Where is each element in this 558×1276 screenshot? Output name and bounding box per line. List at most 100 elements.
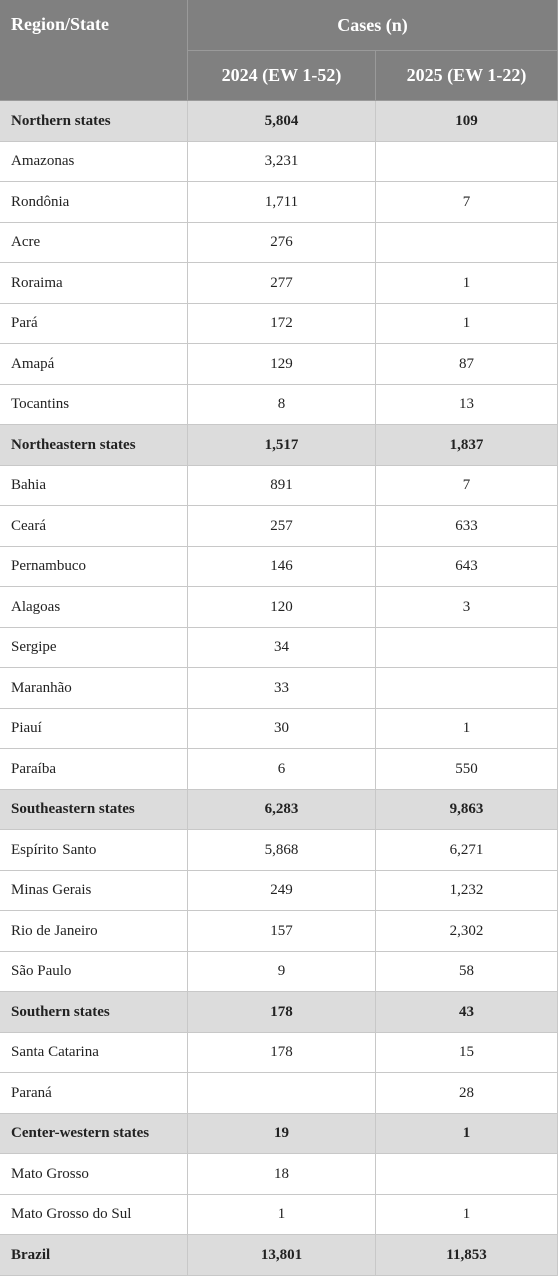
cell-text: Tocantins bbox=[11, 396, 70, 412]
cell-text: Mato Grosso bbox=[11, 1165, 89, 1182]
cell-text: Brazil bbox=[11, 1246, 51, 1263]
cell-text: Rio de Janeiro bbox=[11, 922, 98, 939]
cell-text: 178 bbox=[270, 1044, 293, 1060]
cell-text: 58 bbox=[459, 963, 474, 979]
table-cell: 276 bbox=[188, 223, 376, 263]
cell-text: 550 bbox=[455, 760, 478, 777]
table-cell: 7 bbox=[376, 182, 558, 223]
cell-text: Sergipe bbox=[11, 639, 57, 655]
summary-cell: Brazil bbox=[0, 1235, 188, 1276]
table-cell: 257 bbox=[188, 506, 376, 547]
cell-text: 1 bbox=[462, 315, 471, 331]
cell-text: 6,271 bbox=[449, 841, 484, 858]
table-cell: Sergipe bbox=[0, 628, 188, 668]
table-cell: 8 bbox=[188, 385, 376, 425]
cell-text: 87 bbox=[459, 355, 474, 372]
cell-text: 1 bbox=[277, 1206, 286, 1222]
cell-text: 8 bbox=[277, 396, 286, 412]
table-cell: 6 bbox=[188, 749, 376, 790]
table-cell: 2,302 bbox=[376, 911, 558, 952]
cell-text: 15 bbox=[459, 1044, 474, 1060]
table-cell: Tocantins bbox=[0, 385, 188, 425]
cell-text: 643 bbox=[455, 558, 478, 574]
table-cell: 891 bbox=[188, 466, 376, 506]
cell-text: 9 bbox=[277, 963, 286, 979]
cell-text: Santa Catarina bbox=[11, 1044, 99, 1060]
cell-text: 120 bbox=[270, 598, 293, 615]
table-cell: Mato Grosso do Sul bbox=[0, 1195, 188, 1235]
cell-text: Bahia bbox=[11, 477, 46, 493]
table-cell: 120 bbox=[188, 587, 376, 628]
cell-text: 276 bbox=[270, 234, 293, 250]
summary-cell: 43 bbox=[376, 992, 558, 1033]
table-cell: Paraná bbox=[0, 1073, 188, 1114]
table-cell bbox=[376, 1154, 558, 1195]
cell-text: 146 bbox=[270, 558, 293, 574]
summary-cell: 13,801 bbox=[188, 1235, 376, 1276]
summary-cell: 1,517 bbox=[188, 425, 376, 466]
cell-text: 178 bbox=[270, 1003, 293, 1020]
table-cell bbox=[188, 1073, 376, 1114]
cell-text: 6 bbox=[277, 760, 286, 777]
cell-text: Amapá bbox=[11, 355, 55, 372]
table-cell: 1 bbox=[376, 1195, 558, 1235]
cell-text: Pernambuco bbox=[11, 558, 86, 574]
summary-cell: Southern states bbox=[0, 992, 188, 1033]
table-cell: Acre bbox=[0, 223, 188, 263]
cell-text: 7 bbox=[462, 477, 471, 493]
cell-text: 129 bbox=[270, 355, 293, 372]
table-cell: 129 bbox=[188, 344, 376, 385]
cell-text: 33 bbox=[274, 679, 289, 696]
table-cell: 643 bbox=[376, 547, 558, 587]
table-cell: 633 bbox=[376, 506, 558, 547]
table-cell: Piauí bbox=[0, 709, 188, 749]
cell-text: 172 bbox=[270, 315, 293, 331]
cell-text: Paraíba bbox=[11, 760, 56, 777]
table-cell: 178 bbox=[188, 1033, 376, 1073]
table-cell: Pernambuco bbox=[0, 547, 188, 587]
cell-text: 2025 (EW 1-22) bbox=[406, 65, 527, 85]
cell-text: 5,804 bbox=[264, 112, 299, 129]
cell-text: 11,853 bbox=[446, 1246, 487, 1263]
table-cell: 30 bbox=[188, 709, 376, 749]
summary-cell: 5,804 bbox=[188, 101, 376, 142]
summary-cell: Southeastern states bbox=[0, 790, 188, 830]
cell-text: 1,837 bbox=[449, 436, 484, 453]
table-cell: 3 bbox=[376, 587, 558, 628]
table-cell: 9 bbox=[188, 952, 376, 992]
cell-text: 1 bbox=[462, 720, 471, 736]
table-cell: 1,232 bbox=[376, 871, 558, 911]
table-cell: 3,231 bbox=[188, 142, 376, 182]
cell-text: 13,801 bbox=[260, 1246, 303, 1263]
cell-text: 13 bbox=[459, 396, 474, 412]
table-cell: Rio de Janeiro bbox=[0, 911, 188, 952]
cell-text: 1,232 bbox=[449, 882, 484, 898]
table-cell: Pará bbox=[0, 304, 188, 344]
table-cell: Mato Grosso bbox=[0, 1154, 188, 1195]
table-cell: Bahia bbox=[0, 466, 188, 506]
cell-text: 633 bbox=[455, 517, 478, 534]
cell-text: Region/State bbox=[11, 14, 109, 34]
cell-text: 109 bbox=[455, 112, 478, 129]
cell-text: 1,517 bbox=[264, 436, 299, 453]
table-cell: 15 bbox=[376, 1033, 558, 1073]
table-cell: 1 bbox=[376, 304, 558, 344]
cell-text: Center-western states bbox=[11, 1125, 150, 1141]
table-cell: 28 bbox=[376, 1073, 558, 1114]
cell-text: São Paulo bbox=[11, 963, 72, 979]
table-cell: São Paulo bbox=[0, 952, 188, 992]
table-cell bbox=[376, 668, 558, 709]
cell-text: 30 bbox=[274, 720, 289, 736]
table-cell: 5,868 bbox=[188, 830, 376, 871]
table-cell: 58 bbox=[376, 952, 558, 992]
table-cell: 172 bbox=[188, 304, 376, 344]
cell-text: Northeastern states bbox=[11, 436, 136, 453]
table-cell: 18 bbox=[188, 1154, 376, 1195]
cell-text: 2024 (EW 1-52) bbox=[221, 65, 342, 85]
cell-text: 2,302 bbox=[449, 922, 484, 939]
cell-text: 1 bbox=[462, 1206, 471, 1222]
cell-text: 19 bbox=[274, 1125, 289, 1141]
table-cell: 157 bbox=[188, 911, 376, 952]
summary-cell: 1 bbox=[376, 1114, 558, 1154]
summary-cell: 19 bbox=[188, 1114, 376, 1154]
